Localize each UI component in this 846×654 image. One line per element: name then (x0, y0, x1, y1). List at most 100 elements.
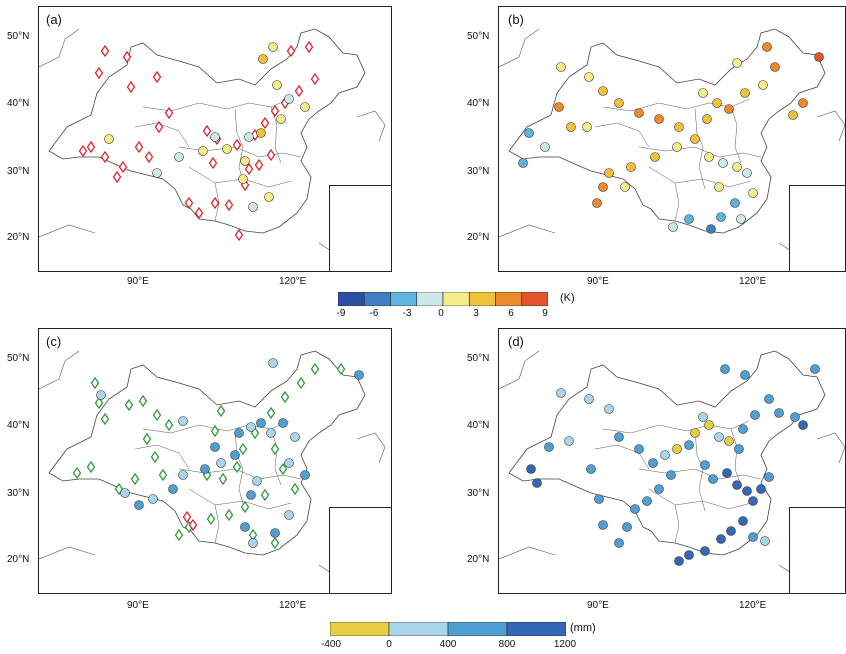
station-dot (518, 158, 528, 168)
map-frame-b (498, 6, 846, 272)
colorbar-swatch (442, 291, 470, 307)
station-dot (814, 52, 824, 62)
station-dot (714, 182, 724, 192)
station-diamond (122, 50, 132, 64)
lat-label-30: 30°N (467, 488, 490, 499)
station-dot (268, 358, 278, 368)
station-dot (594, 494, 604, 504)
station-dot (614, 98, 624, 108)
coastline (816, 432, 845, 464)
station-dot (240, 522, 250, 532)
station-dot (276, 114, 286, 124)
station-dot (748, 532, 758, 542)
province-boundary (730, 428, 742, 486)
coastline (816, 110, 845, 142)
station-diamond (72, 466, 82, 480)
station-dot (764, 394, 774, 404)
colorbar-swatch (337, 291, 365, 307)
station-dot (760, 536, 770, 546)
station-dot (690, 134, 700, 144)
coastline (499, 28, 540, 68)
lat-label-20: 20°N (467, 554, 490, 565)
station-dot (700, 460, 710, 470)
station-dot (278, 418, 288, 428)
precip-tick: 0 (386, 639, 392, 650)
station-dot (708, 474, 718, 484)
province-boundary (188, 488, 292, 510)
station-diamond (188, 518, 198, 532)
province-boundary (730, 106, 742, 164)
lon-label-120: 120°E (739, 600, 767, 611)
precip-tick: -400 (320, 639, 342, 650)
colorbar-swatch (363, 291, 391, 307)
station-dot (256, 128, 266, 138)
lat-label-20: 20°N (7, 554, 30, 565)
station-dot (582, 122, 592, 132)
precip-tick: 800 (498, 639, 516, 650)
colorbar-swatch (329, 621, 390, 637)
station-dot (758, 80, 768, 90)
province-boundary (270, 428, 282, 486)
station-dot (198, 146, 208, 156)
coastline (499, 350, 540, 390)
station-diamond (164, 418, 174, 432)
station-dot (672, 142, 682, 152)
station-diamond (270, 536, 280, 550)
station-dot (120, 488, 130, 498)
colorbar-swatch (521, 291, 549, 307)
country-border (508, 350, 826, 556)
station-dot (684, 440, 694, 450)
station-dot (674, 556, 684, 566)
station-dot (592, 198, 602, 208)
precip-tick: 400 (439, 639, 457, 650)
station-diamond (144, 150, 154, 164)
station-dot (684, 214, 694, 224)
station-dot (604, 168, 614, 178)
temp-tick: 6 (508, 308, 514, 319)
station-dot (290, 432, 300, 442)
station-diamond (218, 472, 228, 486)
station-diamond (294, 84, 304, 98)
station-dot (526, 464, 536, 474)
station-dot (210, 132, 220, 142)
temp-unit: (K) (560, 292, 575, 304)
precipitation-colorbar (329, 621, 567, 637)
station-diamond (260, 488, 270, 502)
station-diamond (126, 80, 136, 94)
station-dot (774, 408, 784, 418)
panel-label-a: (a) (46, 12, 62, 27)
station-dot (284, 94, 294, 104)
south-china-sea-inset (329, 185, 391, 271)
station-dot (790, 412, 800, 422)
lat-label-50: 50°N (467, 31, 490, 42)
colorbar-swatch (468, 291, 496, 307)
station-dot (720, 364, 730, 374)
country-border (48, 350, 366, 556)
colorbar-swatch (495, 291, 523, 307)
station-dot (244, 132, 254, 142)
station-dot (698, 412, 708, 422)
station-dot (284, 458, 294, 468)
lat-label-30: 30°N (7, 488, 30, 499)
temp-tick: 9 (542, 308, 548, 319)
station-dot (634, 108, 644, 118)
colorbar-swatch (390, 291, 418, 307)
station-dot (266, 428, 276, 438)
station-diamond (100, 44, 110, 58)
station-dot (626, 162, 636, 172)
station-diamond (210, 196, 220, 210)
precipitation-colorbar-swatches (329, 621, 567, 637)
station-diamond (194, 206, 204, 220)
station-dot (272, 80, 282, 90)
province-boundary (134, 444, 190, 470)
station-diamond (86, 460, 96, 474)
coastline (39, 28, 80, 68)
lat-label-20: 20°N (467, 232, 490, 243)
station-dot (732, 162, 742, 172)
station-dot (270, 528, 280, 538)
station-diamond (142, 432, 152, 446)
panel-label-c: (c) (46, 334, 62, 349)
station-dot (674, 122, 684, 132)
station-dot (614, 432, 624, 442)
station-diamond (94, 396, 104, 410)
